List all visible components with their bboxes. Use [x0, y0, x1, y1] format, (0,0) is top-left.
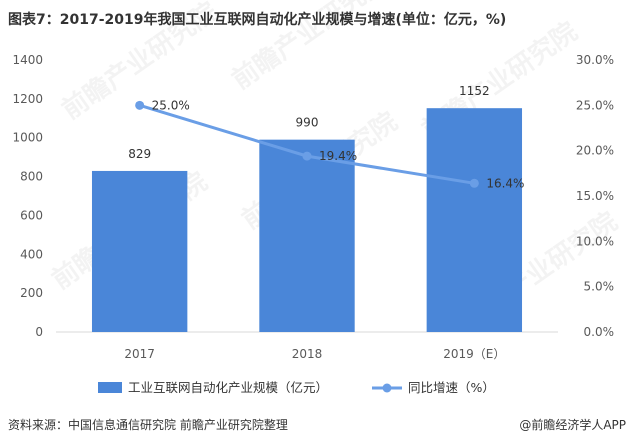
x-axis: 2017 2018 2019（E）: [124, 347, 505, 361]
bar-data-label: 829: [128, 147, 151, 161]
y-left-tick-label: 1200: [12, 92, 43, 106]
y-left-axis: 0 200 400 600 800 1000 1200 1400: [12, 53, 43, 339]
legend: 工业互联网自动化产业规模（亿元） 同比增速（%）: [98, 380, 495, 395]
y-right-tick-label: 5.0%: [584, 280, 615, 294]
y-left-tick-label: 600: [20, 208, 43, 222]
y-right-tick-label: 15.0%: [576, 189, 614, 203]
y-right-tick-label: 10.0%: [576, 234, 614, 248]
y-right-tick-label: 30.0%: [576, 53, 614, 67]
y-right-axis: 0.0% 5.0% 10.0% 15.0% 20.0% 25.0% 30.0%: [576, 53, 614, 339]
source-note: 资料来源：中国信息通信研究院 前瞻产业研究院整理: [8, 418, 288, 432]
y-left-tick-label: 0: [35, 325, 43, 339]
bar: [426, 108, 523, 332]
line-data-label: 16.4%: [486, 176, 524, 190]
y-right-tick-label: 25.0%: [576, 98, 614, 112]
y-left-tick-label: 1400: [12, 53, 43, 67]
y-left-tick-label: 1000: [12, 131, 43, 145]
y-left-tick-label: 800: [20, 170, 43, 184]
chart-title: 图表7：2017-2019年我国工业互联网自动化产业规模与增速(单位：亿元，%): [8, 12, 507, 28]
bar: [259, 139, 355, 332]
line-series: [135, 100, 479, 188]
watermark-text: 前瞻产业研究院: [226, 0, 393, 96]
line-data-labels: 25.0% 19.4% 16.4%: [152, 98, 525, 190]
x-tick-label: 2017: [124, 347, 155, 361]
legend-line-marker: [382, 383, 392, 393]
x-tick-label: 2019（E）: [443, 347, 505, 361]
legend-bar-label: 工业互联网自动化产业规模（亿元）: [128, 380, 328, 395]
y-right-tick-label: 0.0%: [584, 325, 615, 339]
x-tick-label: 2018: [292, 347, 323, 361]
y-left-tick-label: 200: [20, 286, 43, 300]
line-point: [302, 151, 312, 161]
bar: [91, 170, 188, 332]
bar-data-label: 1152: [459, 84, 490, 98]
legend-line-label: 同比增速（%）: [408, 380, 495, 395]
y-right-tick-label: 20.0%: [576, 144, 614, 158]
bar-series: [91, 108, 523, 332]
bar-data-labels: 829 990 1152: [128, 84, 489, 161]
line-point: [135, 100, 145, 110]
brand-label: @前瞻经济学人APP: [519, 418, 626, 432]
y-left-tick-label: 400: [20, 247, 43, 261]
legend-bar-swatch: [98, 382, 122, 393]
bar-data-label: 990: [296, 116, 319, 130]
line-data-label: 19.4%: [319, 149, 357, 163]
line-point: [469, 178, 479, 188]
line-data-label: 25.0%: [152, 98, 190, 112]
